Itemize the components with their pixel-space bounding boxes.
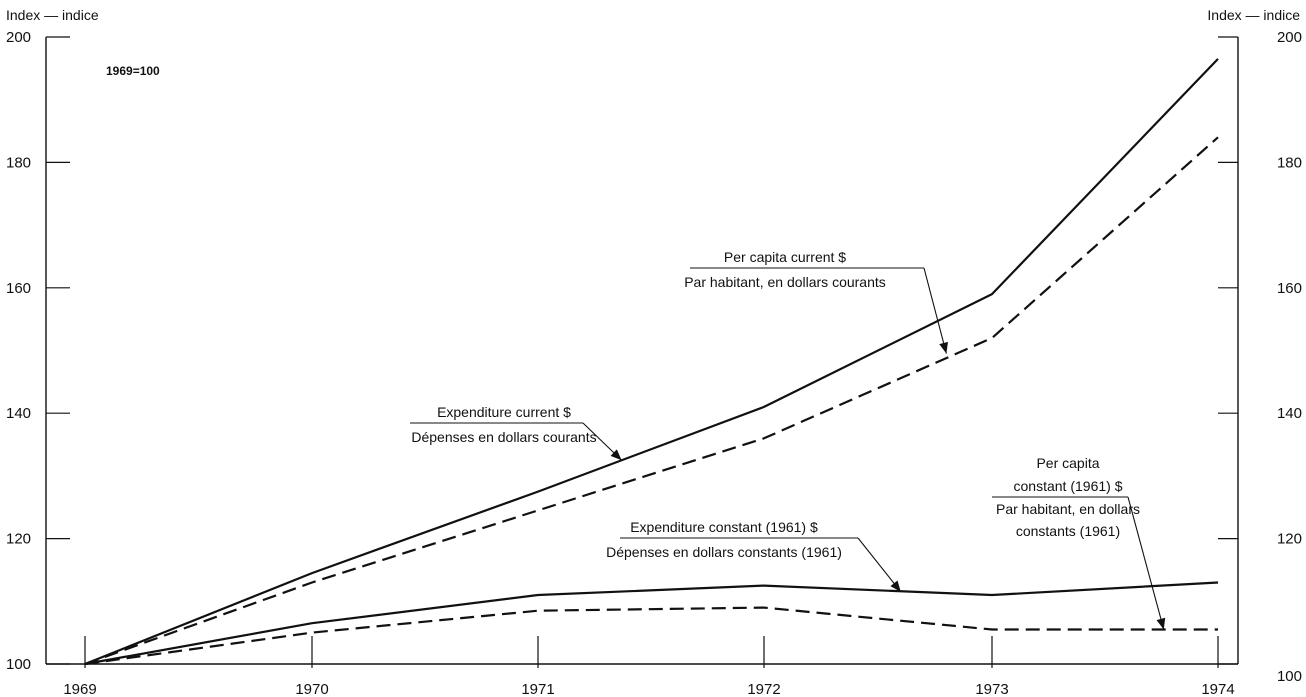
y-tick-label-left: 200	[6, 29, 31, 46]
annotation-arrow-4	[890, 580, 901, 592]
y-tick-label-right: 100	[1277, 668, 1302, 685]
annotation-label-3: constant (1961) $	[1014, 478, 1123, 494]
base-note: 1969=100	[106, 64, 160, 78]
y-tick-label-right: 140	[1277, 405, 1302, 422]
left-axis-label: Index — indice	[6, 7, 99, 23]
annotation-label-3: Per capita	[1036, 455, 1099, 471]
y-tick-label-left: 180	[6, 154, 31, 171]
right-axis-label: Index — indice	[1207, 7, 1300, 23]
annotation-label-2: Expenditure current $	[437, 404, 571, 420]
y-tick-label-right: 120	[1277, 531, 1302, 548]
annotation-leader-3	[1127, 496, 1165, 630]
annotations: Per capita current $ Par habitant, en dol…	[410, 249, 1166, 630]
series-line-4	[84, 606, 1218, 666]
annotation-leader-4	[857, 537, 902, 593]
annotation-label-4: Expenditure constant (1961) $	[630, 519, 818, 535]
x-tick-label: 1973	[975, 681, 1008, 697]
y-tick-label-right: 180	[1277, 154, 1302, 171]
annotation-label-1: Per capita current $	[724, 249, 846, 265]
annotation-arrow-1	[939, 341, 948, 354]
y-tick-label-left: 140	[6, 405, 31, 422]
annotation-arrow-2	[610, 449, 622, 461]
annotation-label-3: Par habitant, en dollars	[996, 501, 1140, 517]
x-tick-label: 1970	[295, 681, 328, 697]
annotation-label-3: constants (1961)	[1016, 523, 1120, 539]
y-tick-label-left: 100	[6, 656, 31, 673]
x-tick-label: 1971	[521, 681, 554, 697]
x-tick-label: 1969	[63, 681, 96, 697]
annotation-label-4: Dépenses en dollars constants (1961)	[606, 544, 842, 560]
annotation-label-1: Par habitant, en dollars courants	[684, 274, 886, 290]
x-tick-label: 1974	[1201, 681, 1234, 697]
y-tick-label-left: 120	[6, 531, 31, 548]
series-line-1	[84, 58, 1219, 666]
annotation-arrow-3	[1156, 617, 1166, 630]
y-tick-label-left: 160	[6, 280, 31, 297]
x-tick-label: 1972	[747, 681, 780, 697]
y-tick-label-right: 200	[1277, 29, 1302, 46]
annotation-leader-1	[923, 267, 947, 354]
y-tick-label-right: 160	[1277, 280, 1302, 297]
axes: 100 120 140 160 180 200 100 120 140 160 180 200 1969…	[6, 29, 1302, 697]
series-line-2	[84, 136, 1219, 666]
series-line-3	[84, 581, 1219, 666]
series-lines	[84, 58, 1219, 666]
annotation-label-2: Dépenses en dollars courants	[411, 429, 596, 445]
